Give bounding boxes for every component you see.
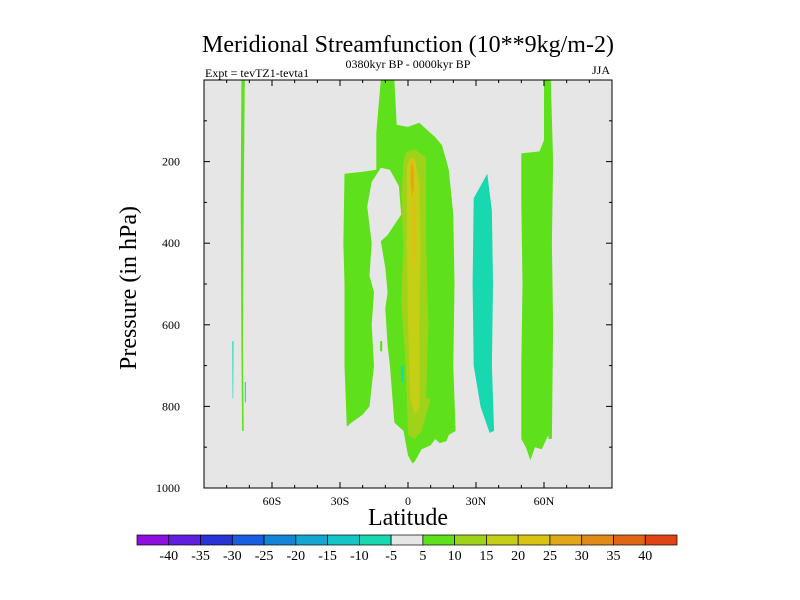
y-tick-label: 1000	[156, 481, 180, 495]
colorbar-label: -10	[350, 549, 369, 564]
colorbar-label: 30	[575, 549, 589, 564]
colorbar-label: 10	[448, 549, 462, 564]
season-label: JJA	[592, 63, 610, 77]
contour-region-green-band-55N	[521, 129, 551, 461]
colorbar-label: 5	[419, 549, 426, 564]
colorbar-box	[581, 534, 614, 546]
y-tick-label: 200	[162, 155, 180, 169]
contour-region-orange-core	[409, 157, 416, 276]
time-period-label: 0380kyr BP - 0000kyr BP	[346, 57, 471, 71]
x-tick-label: 60N	[534, 494, 555, 508]
colorbar-label: -25	[255, 549, 274, 564]
contour-region-green-speck-2	[400, 198, 403, 207]
plot-area: 60S 30S 0 30N 60N 200 400 600 800 1000	[156, 79, 613, 508]
experiment-label: Expt = tevTZ1-tevta1	[205, 66, 309, 80]
y-axis-ticks: 200 400 600 800 1000	[156, 120, 612, 495]
colorbar-box	[136, 534, 170, 546]
colorbar-label: -5	[385, 549, 397, 564]
colorbar-box	[644, 534, 678, 546]
y-tick-label: 800	[162, 399, 180, 413]
contour-region-cyan-band-35N	[472, 173, 495, 433]
colorbar-box	[168, 534, 201, 546]
colorbar-box	[200, 534, 233, 546]
contour-region-green-speck	[380, 341, 383, 352]
colorbar-box	[327, 534, 360, 546]
colorbar: -40 -35 -30 -25 -20 -15 -10 -5 5 10 15 20 25 30 35 40	[136, 534, 678, 564]
x-tick-label: 60S	[263, 494, 282, 508]
contour-region-green-mid-band	[343, 80, 456, 464]
contour-region-red-core	[410, 163, 414, 197]
contour-region-cyan-blob-30S	[401, 365, 404, 382]
colorbar-label: 40	[638, 549, 652, 564]
contour-region-cyan-blob-71S	[244, 381, 246, 403]
contour-region-green-speck-3	[400, 231, 403, 240]
colorbar-box	[613, 534, 646, 546]
colorbar-label: -15	[318, 549, 337, 564]
x-axis-label: Latitude	[368, 505, 448, 531]
colorbar-box	[359, 534, 392, 546]
contour-region-green-band-60N-right	[544, 80, 554, 439]
colorbar-label: 20	[511, 549, 525, 564]
x-tick-label: 30N	[466, 494, 487, 508]
colorbar-label: 25	[543, 549, 557, 564]
contour-regions	[232, 80, 554, 464]
colorbar-box	[295, 534, 328, 546]
colorbar-box	[486, 534, 519, 546]
colorbar-label: -20	[286, 549, 305, 564]
colorbar-label: -40	[159, 549, 178, 564]
colorbar-box	[454, 534, 487, 546]
colorbar-box	[231, 534, 265, 546]
colorbar-box	[263, 534, 297, 546]
contour-region-green-band-70S	[240, 80, 245, 431]
colorbar-box	[390, 534, 424, 546]
y-tick-label: 600	[162, 318, 180, 332]
x-tick-label: 30S	[331, 494, 350, 508]
colorbar-label: -35	[191, 549, 210, 564]
colorbar-box	[422, 534, 455, 546]
colorbar-box	[517, 534, 551, 546]
colorbar-label: 15	[479, 549, 493, 564]
colorbar-label: 35	[606, 549, 620, 564]
y-tick-label: 400	[162, 236, 180, 250]
y-axis-label: Pressure (in hPa)	[116, 206, 142, 370]
colorbar-box	[549, 534, 583, 546]
contour-region-yellow-core	[406, 157, 421, 415]
x-axis-ticks: 60S 30S 0 30N 60N	[226, 80, 590, 508]
chart-title: Meridional Streamfunction (10**9kg/m-2)	[202, 32, 614, 58]
contour-region-cyan-blob-77S	[232, 341, 234, 399]
x-tick-label: 0	[405, 494, 411, 508]
colorbar-label: -30	[223, 549, 242, 564]
